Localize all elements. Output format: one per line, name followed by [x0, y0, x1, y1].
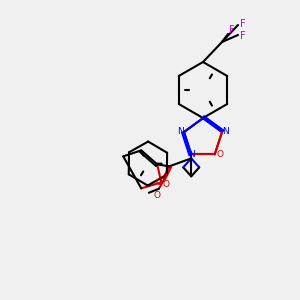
- Text: N: N: [222, 127, 228, 136]
- Text: O: O: [216, 150, 223, 159]
- Text: O: O: [163, 180, 170, 189]
- Text: F: F: [229, 25, 235, 35]
- Text: F: F: [240, 19, 246, 29]
- Text: F: F: [240, 31, 246, 41]
- Text: N: N: [188, 150, 195, 159]
- Text: O: O: [156, 178, 163, 187]
- Text: N: N: [178, 127, 184, 136]
- Text: O: O: [153, 191, 161, 200]
